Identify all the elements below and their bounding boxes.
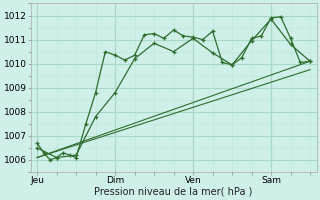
X-axis label: Pression niveau de la mer( hPa ): Pression niveau de la mer( hPa ) bbox=[94, 187, 253, 197]
